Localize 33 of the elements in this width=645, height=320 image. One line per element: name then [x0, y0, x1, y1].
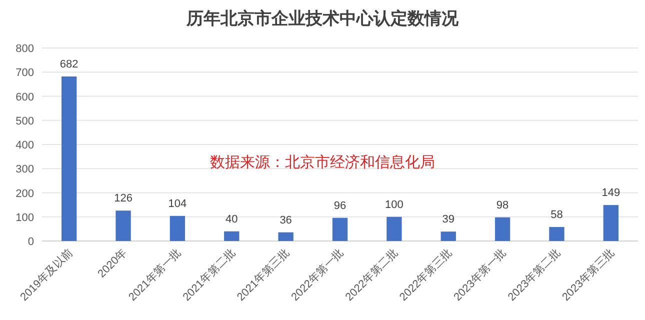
data-label: 104 — [168, 198, 187, 210]
bar — [603, 205, 618, 241]
data-label: 149 — [602, 187, 620, 200]
y-tick-label: 800 — [16, 43, 34, 55]
y-tick-label: 500 — [16, 115, 34, 128]
y-tick-label: 600 — [16, 91, 34, 104]
data-label: 126 — [114, 192, 132, 205]
bar — [170, 216, 186, 241]
data-label: 96 — [334, 200, 346, 212]
annotation: 数据来源：北京市经济和信息化局 — [210, 154, 435, 171]
data-label: 682 — [60, 58, 78, 70]
data-label: 36 — [280, 214, 292, 226]
y-tick-label: 700 — [16, 67, 34, 80]
bar — [386, 216, 402, 241]
bar — [332, 218, 348, 241]
y-tick-label: 400 — [16, 140, 34, 152]
bar — [116, 210, 131, 241]
chart-title: 历年北京市企业技术中心认定数情况 — [186, 9, 460, 28]
data-label: 58 — [550, 209, 563, 222]
bar — [62, 76, 77, 241]
y-tick-label: 200 — [16, 188, 34, 200]
y-tick-label: 100 — [16, 212, 34, 224]
data-label: 100 — [385, 198, 404, 211]
bar — [224, 231, 240, 241]
data-label: 98 — [496, 199, 509, 212]
y-tick-label: 0 — [28, 236, 34, 248]
bar — [549, 227, 564, 241]
y-tick-label: 300 — [16, 164, 34, 176]
data-label: 39 — [442, 214, 454, 226]
data-label: 40 — [226, 213, 238, 226]
bar — [440, 232, 456, 241]
bar — [494, 217, 510, 241]
bar — [278, 232, 294, 241]
